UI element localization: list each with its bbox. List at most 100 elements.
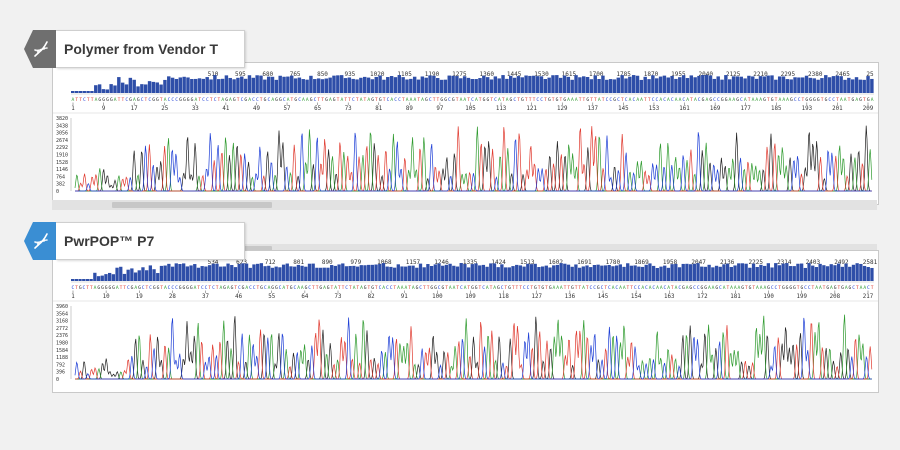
base-call: C (256, 97, 259, 103)
base-call: T (545, 285, 548, 291)
quality-bar (559, 263, 563, 281)
quality-bar (597, 78, 601, 93)
base-call: C (214, 97, 217, 103)
quality-bar (341, 263, 345, 281)
base-position-label: 161 (679, 106, 690, 112)
base-call: G (486, 97, 489, 103)
base-call: T (767, 97, 770, 103)
scrollbar-thumb[interactable] (112, 202, 272, 208)
quality-bar (816, 79, 820, 93)
base-position-label: 177 (740, 106, 751, 112)
quality-bar (305, 79, 309, 93)
base-call: T (375, 97, 378, 103)
quality-bar (485, 266, 489, 281)
quality-bar (570, 79, 574, 93)
quality-bar (540, 266, 545, 281)
quality-bar (740, 263, 745, 281)
base-call: T (321, 97, 324, 103)
base-call: A (114, 97, 117, 103)
base-call: A (493, 285, 496, 291)
base-call: C (168, 97, 171, 103)
quality-bar (758, 76, 763, 93)
quality-bar (119, 266, 123, 281)
quality-bar (497, 78, 501, 93)
quality-bar (441, 265, 445, 281)
quality-bar (133, 272, 138, 281)
y-tick-label: 1910 (56, 153, 68, 159)
trace-panel-vendor-t: 510 595 680 765 850 935 1020 1105 1190 1275 1360 14… (52, 62, 879, 205)
trace-G (75, 316, 872, 380)
position-label: 2295 (781, 71, 796, 78)
quality-bar (132, 79, 136, 93)
base-call: G (586, 97, 589, 103)
base-position-label: 57 (284, 106, 291, 112)
base-call: C (794, 97, 797, 103)
base-call: T (502, 97, 505, 103)
base-call: C (279, 285, 282, 291)
base-call: T (317, 97, 320, 103)
quality-bar (511, 266, 515, 281)
base-call: A (619, 285, 622, 291)
base-call: T (863, 97, 866, 103)
base-call: T (330, 285, 333, 291)
base-call: C (719, 285, 722, 291)
base-call: A (194, 97, 197, 103)
quality-bar (433, 264, 437, 281)
base-call: T (433, 97, 436, 103)
quality-bar (290, 75, 294, 93)
quality-bar (470, 79, 475, 93)
quality-bar (858, 79, 863, 93)
quality-bar (739, 76, 743, 93)
quality-bar (824, 75, 828, 93)
quality-bar (658, 76, 663, 93)
quality-bar (108, 272, 112, 281)
base-call: T (210, 97, 213, 103)
quality-bar (562, 75, 567, 93)
quality-bar (544, 265, 548, 281)
quality-bar (674, 263, 678, 281)
base-call: C (438, 285, 441, 291)
base-call: G (867, 97, 870, 103)
base-call: T (467, 285, 470, 291)
base-call: G (704, 285, 707, 291)
base-call: G (333, 97, 336, 103)
quality-bar (151, 81, 156, 93)
base-call: G (190, 285, 193, 291)
quality-bar (315, 267, 319, 281)
base-call: T (456, 285, 459, 291)
base-call: A (397, 285, 400, 291)
base-call: G (279, 97, 282, 103)
quality-bar (163, 79, 167, 93)
quality-bar (603, 265, 608, 281)
base-call: A (353, 285, 356, 291)
base-call: G (325, 97, 328, 103)
base-position-label: 109 (465, 294, 476, 300)
quality-bar (409, 78, 413, 93)
base-call: G (793, 285, 796, 291)
base-position-label: 82 (368, 294, 375, 300)
base-call: G (275, 97, 278, 103)
base-call: T (216, 285, 219, 291)
quality-bar (337, 264, 341, 281)
position-label: 1105 (397, 71, 412, 78)
quality-bar (844, 263, 848, 281)
quality-bar (681, 263, 685, 281)
base-call: C (308, 285, 311, 291)
base-position-label: 100 (432, 294, 443, 300)
quality-bar (628, 76, 632, 93)
base-call: A (116, 285, 119, 291)
scrollbar-vendor-t[interactable] (52, 200, 877, 210)
base-call: T (237, 97, 240, 103)
quality-bar (363, 265, 367, 281)
base-call: C (852, 285, 855, 291)
quality-bar (374, 264, 378, 281)
base-call: A (390, 97, 393, 103)
quality-bar (850, 79, 855, 93)
position-label: 680 (262, 71, 273, 78)
quality-bar (282, 76, 286, 93)
quality-bar (318, 267, 323, 281)
quality-bar (489, 79, 494, 93)
base-call: C (663, 97, 666, 103)
quality-bar (82, 91, 86, 93)
